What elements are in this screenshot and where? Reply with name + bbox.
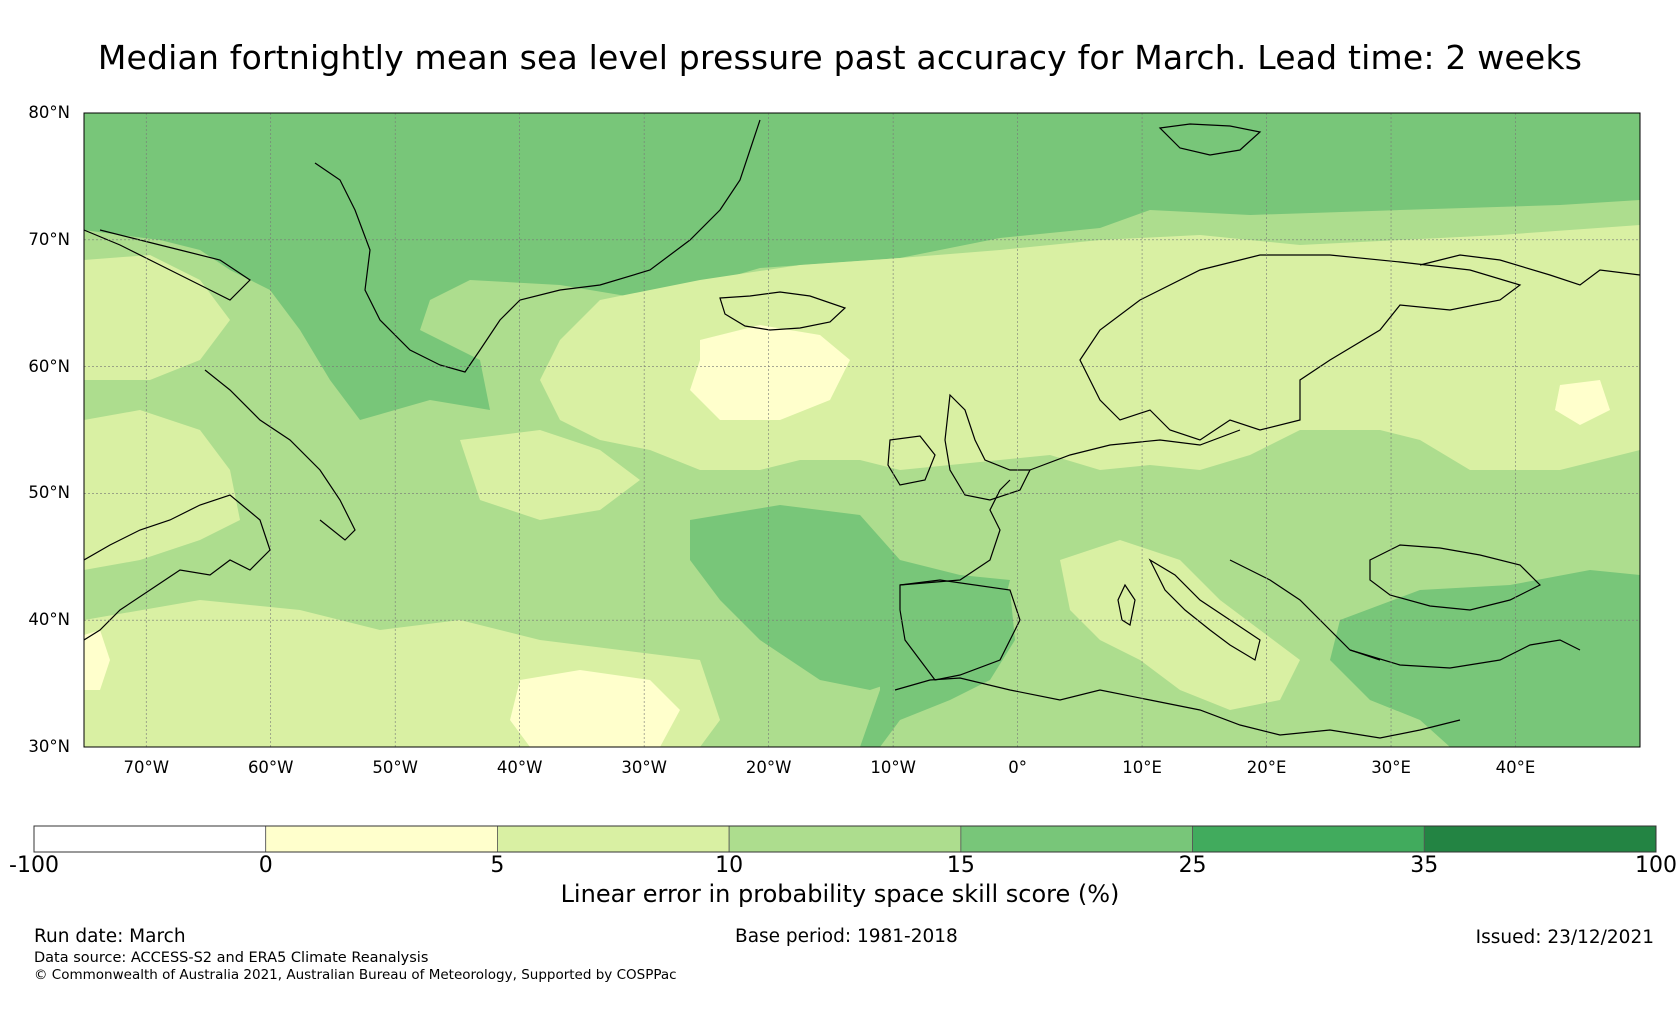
colorbar-tick-label: 25	[1178, 853, 1207, 878]
chart-title: Median fortnightly mean sea level pressu…	[97, 38, 1583, 77]
colorbar-segment	[265, 825, 498, 853]
map-frame	[83, 112, 1641, 748]
lat-tick-label: 30°N	[28, 737, 70, 756]
lon-tick-label: 20°E	[1246, 758, 1287, 777]
skill-region-azores	[510, 670, 680, 747]
skill-region-europe	[540, 225, 1640, 470]
lon-tick-label: 10°E	[1122, 758, 1162, 777]
copyright: © Commonwealth of Australia 2021, Austra…	[34, 967, 677, 983]
lat-tick-label: 70°N	[28, 229, 70, 249]
lat-tick-label: 80°N	[28, 103, 70, 122]
run-date: Run date: March	[34, 926, 186, 947]
colorbar	[33, 825, 1657, 853]
lon-tick-label: 30°E	[1371, 758, 1411, 777]
base-period: Base period: 1981-2018	[735, 926, 958, 947]
colorbar-segment	[960, 825, 1193, 853]
colorbar-tick-label: 100	[1635, 853, 1677, 878]
skill-region-turkey	[1330, 570, 1640, 747]
colorbar-segment	[497, 825, 730, 853]
coastline-iberia	[899, 579, 1021, 681]
colorbar-segment	[728, 825, 962, 853]
colorbar-segment	[1423, 825, 1657, 853]
colorbar-frame	[33, 825, 1657, 853]
lat-tick-label: 60°N	[28, 356, 70, 376]
colorbar-tick-label: 15	[946, 853, 975, 878]
lon-tick-label: 20°W	[745, 758, 792, 777]
lon-tick-label: 60°W	[247, 758, 294, 777]
coastline-labrador	[204, 369, 356, 541]
coastlines	[84, 119, 1640, 739]
issued-date: Issued: 23/12/2021	[1475, 927, 1654, 948]
lon-tick-label: 40°E	[1495, 758, 1536, 777]
lon-tick-label: 70°W	[123, 758, 170, 777]
lat-tick-label: 40°N	[28, 610, 70, 630]
colorbar-tick-label: 0	[258, 853, 273, 878]
coastline-black-sea	[1369, 544, 1542, 611]
coastline-russia-north	[1419, 254, 1640, 286]
coastline-svalbard	[1158, 123, 1262, 156]
lon-tick-label: 10°W	[870, 758, 916, 777]
coastline-italy	[1148, 558, 1261, 661]
colorbar-tick-label: 5	[490, 853, 505, 878]
colorbar-title: Linear error in probability space skill …	[560, 880, 1120, 908]
lon-tick-label: 50°W	[372, 758, 418, 777]
coastline-british-isles	[887, 393, 1031, 501]
skill-region-mediterranean	[1060, 540, 1300, 710]
lon-tick-label: 30°W	[621, 758, 667, 777]
colorbar-segment	[1192, 825, 1425, 853]
colorbar-tick-label: 10	[715, 853, 744, 878]
skill-region-mid-atlantic	[460, 430, 640, 520]
coastline-greenland	[314, 119, 761, 373]
skill-region-west-canada	[84, 410, 240, 570]
lon-tick-label: 0°	[1008, 758, 1027, 777]
skill-score-regions	[84, 113, 1640, 747]
skill-region-arctic	[84, 113, 1640, 420]
coastline-baffin	[84, 229, 251, 301]
colorbar-segment	[33, 825, 267, 853]
skill-region-iberia	[860, 575, 1015, 747]
data-source: Data source: ACCESS-S2 and ERA5 Climate …	[34, 950, 429, 966]
coastline-europe-west	[899, 429, 1241, 586]
skill-region-labrador	[84, 113, 190, 170]
colorbar-tick-label: -100	[9, 853, 59, 878]
colorbar-tick-label: 35	[1410, 853, 1439, 878]
skill-region-russia	[1555, 380, 1610, 425]
lat-tick-label: 50°N	[28, 483, 70, 503]
coastline-canada	[84, 494, 271, 641]
skill-region-west-greenland	[84, 255, 230, 380]
lon-tick-label: 40°W	[496, 758, 543, 777]
coastline-corsica-sardinia	[1117, 583, 1136, 626]
coastline-iceland	[719, 291, 847, 331]
skill-region-east-nfld	[84, 630, 110, 690]
coastline-north-africa	[894, 677, 1461, 739]
skill-region-iceland-south	[690, 325, 850, 420]
coastline-scandinavia	[1079, 254, 1522, 441]
coastline-turkey	[1349, 639, 1581, 669]
